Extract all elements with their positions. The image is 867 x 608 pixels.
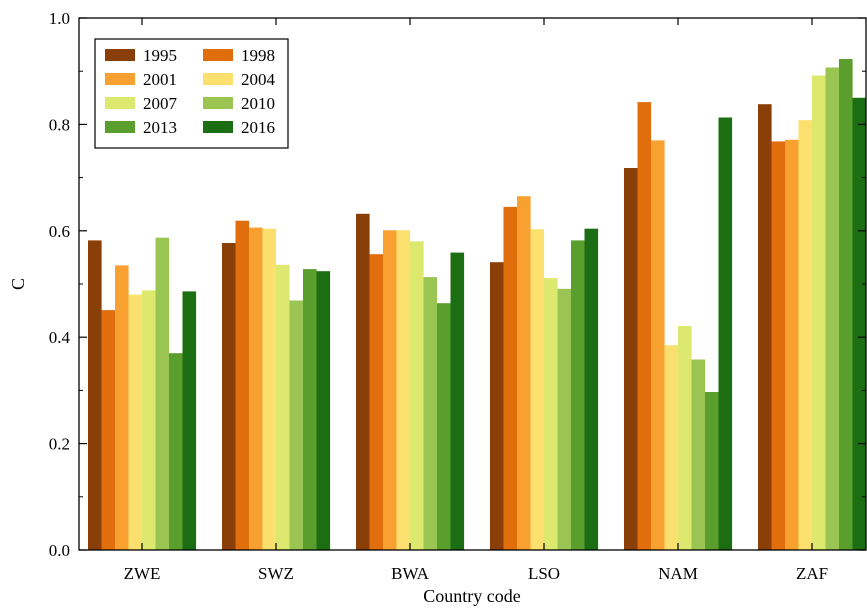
- legend-swatch-2007: [105, 97, 135, 109]
- y-tick-label: 0.2: [49, 435, 70, 454]
- bar-zwe-2001: [115, 265, 129, 550]
- x-tick-label-lso: LSO: [528, 564, 560, 583]
- y-tick-label: 1.0: [49, 9, 70, 28]
- legend-label-2004: 2004: [241, 70, 276, 89]
- bars-layer: [88, 59, 867, 551]
- bar-swz-2004: [262, 228, 277, 550]
- bar-swz-1998: [235, 220, 250, 550]
- x-axis-title: Country code: [423, 586, 520, 606]
- bar-zaf-2016: [852, 97, 867, 551]
- bar-zwe-2013: [169, 353, 183, 550]
- legend-swatch-1998: [203, 49, 233, 61]
- bar-lso-2013: [571, 240, 585, 550]
- bar-swz-2016: [316, 271, 331, 550]
- legend: 1995 1998 2001 2004 2007 2010 2013 2016: [94, 38, 289, 149]
- bar-swz-2013: [303, 269, 317, 550]
- legend-label-1998: 1998: [241, 46, 275, 65]
- bar-lso-2004: [530, 229, 545, 550]
- bar-zwe-1998: [101, 310, 116, 550]
- bar-zaf-2010: [825, 67, 840, 550]
- legend-swatch-2001: [105, 73, 135, 85]
- y-tick-label: 0.8: [49, 115, 70, 134]
- bar-zaf-2001: [785, 139, 799, 551]
- x-tick-label-nam: NAM: [658, 564, 698, 583]
- bar-zwe-2016: [182, 291, 197, 550]
- y-tick-label: 0.6: [49, 222, 70, 241]
- bar-swz-2010: [289, 300, 304, 550]
- bar-bwa-2004: [396, 230, 411, 551]
- bar-zaf-1998: [771, 141, 786, 550]
- legend-label-2007: 2007: [143, 94, 178, 113]
- x-tick-label-swz: SWZ: [258, 564, 294, 583]
- legend-swatch-1995: [105, 49, 135, 61]
- bar-swz-2007: [276, 264, 290, 550]
- bar-nam-2013: [705, 392, 719, 550]
- bar-bwa-2007: [410, 241, 424, 550]
- bar-nam-1995: [624, 168, 638, 550]
- y-tick-label: 0.4: [49, 328, 71, 347]
- bar-bwa-1998: [369, 254, 384, 550]
- y-axis-title: C: [8, 278, 28, 290]
- bar-nam-2007: [678, 326, 692, 550]
- legend-label-2013: 2013: [143, 118, 177, 137]
- x-tick-label-zwe: ZWE: [124, 564, 161, 583]
- bar-lso-1998: [503, 206, 518, 550]
- bar-zwe-1995: [88, 240, 102, 550]
- bar-zwe-2004: [128, 294, 143, 550]
- bar-nam-1998: [637, 102, 652, 550]
- legend-label-2016: 2016: [241, 118, 275, 137]
- legend-swatch-2013: [105, 121, 135, 133]
- bar-zaf-2013: [839, 59, 853, 550]
- legend-label-2001: 2001: [143, 70, 177, 89]
- bar-lso-2007: [544, 278, 558, 550]
- bar-bwa-2013: [437, 303, 451, 550]
- bar-lso-1995: [490, 262, 504, 550]
- bar-zwe-2010: [155, 237, 170, 550]
- bar-swz-1995: [222, 243, 236, 550]
- bar-zaf-1995: [758, 104, 772, 550]
- bar-nam-2004: [664, 345, 679, 550]
- bar-bwa-2010: [423, 277, 438, 550]
- bar-bwa-2016: [450, 252, 465, 550]
- legend-label-1995: 1995: [143, 46, 177, 65]
- legend-label-2010: 2010: [241, 94, 275, 113]
- bar-lso-2001: [517, 196, 531, 550]
- y-tick-label: 0.0: [49, 541, 70, 560]
- x-tick-label-bwa: BWA: [391, 564, 430, 583]
- bar-nam-2010: [691, 359, 706, 550]
- bar-bwa-2001: [383, 230, 397, 551]
- bar-lso-2016: [584, 228, 599, 550]
- bar-bwa-1995: [356, 213, 370, 551]
- bar-nam-2016: [718, 117, 733, 550]
- x-tick-label-zaf: ZAF: [796, 564, 828, 583]
- bar-nam-2001: [651, 140, 665, 550]
- bar-zaf-2004: [798, 120, 813, 550]
- bar-zaf-2007: [812, 75, 826, 550]
- legend-swatch-2016: [203, 121, 233, 133]
- bar-swz-2001: [249, 227, 263, 550]
- legend-swatch-2010: [203, 97, 233, 109]
- axes-layer: 0.0 0.2 0.4 0.6 0.8 1.0 ZWE SWZ BWA LSO NAM ZAF: [49, 9, 866, 583]
- bar-lso-2010: [557, 288, 572, 550]
- legend-swatch-2004: [203, 73, 233, 85]
- bar-zwe-2007: [142, 290, 156, 550]
